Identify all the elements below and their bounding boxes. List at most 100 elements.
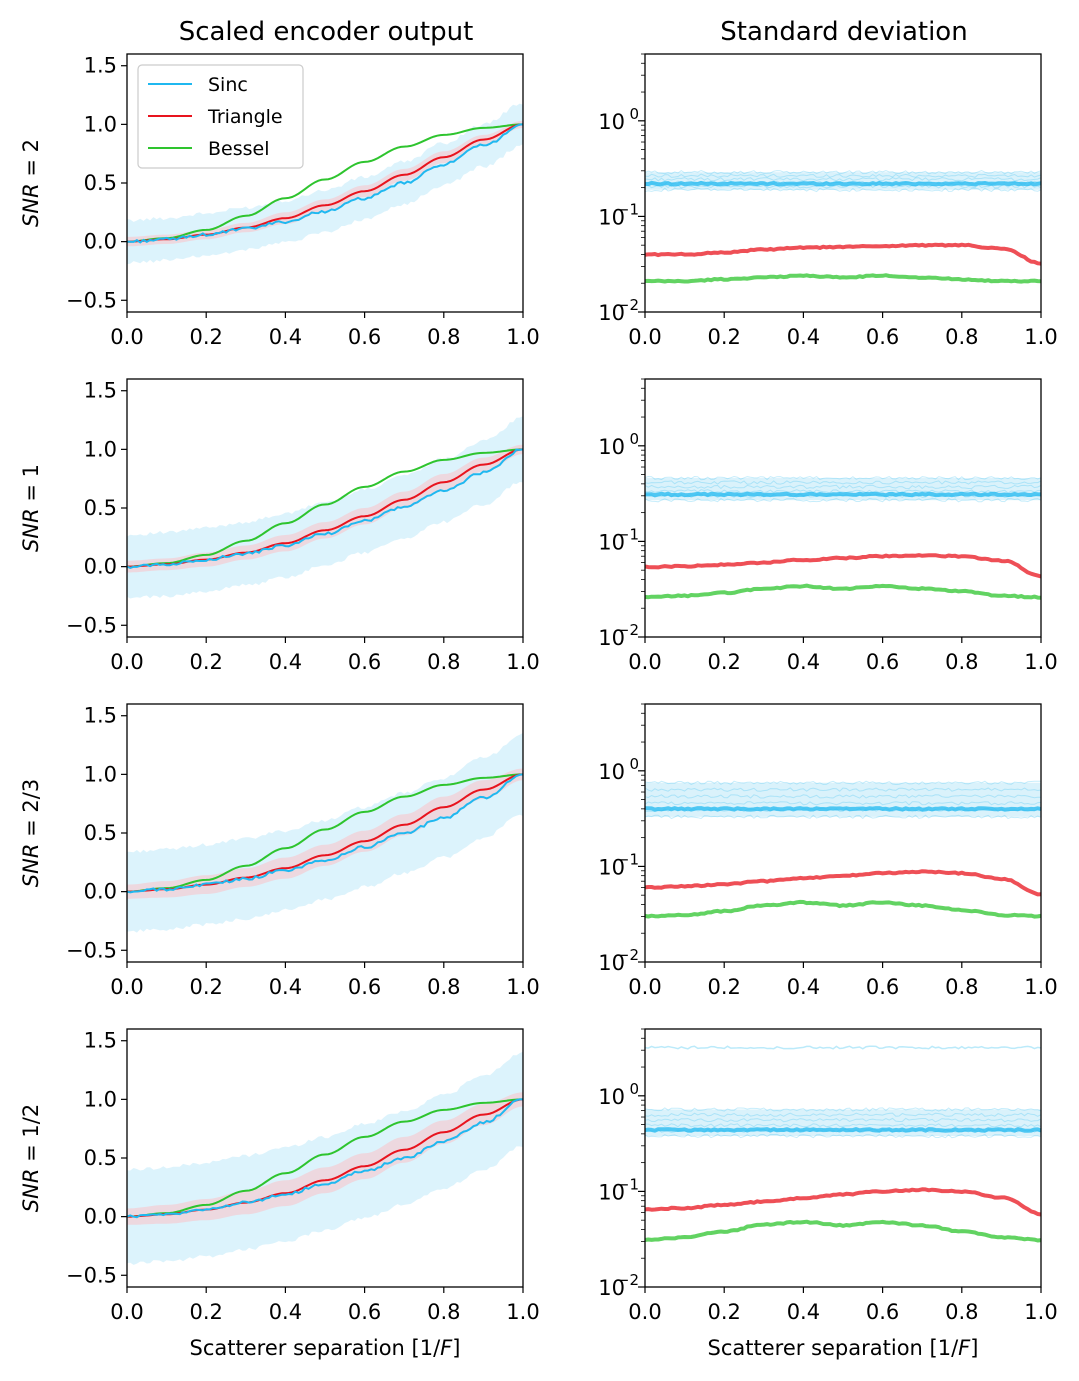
x-tick-label: 0.0 — [110, 325, 143, 349]
x-tick-label: 0.0 — [110, 1300, 143, 1324]
x-tick-label: 1.0 — [506, 975, 539, 999]
x-tick-label: 0.4 — [269, 1300, 302, 1324]
x-tick-label: 1.0 — [1024, 975, 1057, 999]
log-base: 10 — [598, 1276, 625, 1300]
bessel-std-line — [644, 1219, 1042, 1243]
triangle-std-line — [644, 1187, 1042, 1217]
sinc-std-trace — [644, 173, 1042, 178]
y-tick-label: −0.5 — [66, 613, 117, 637]
sinc-std-trace — [644, 1123, 1042, 1128]
right-panel-row-2: 10 010−110−20.0 0.2 0.4 0.6 0.8 1.0 — [598, 378, 1058, 674]
log-base: 10 — [598, 301, 625, 325]
row-1: −0.5 0.0 0.5 1.0 1.5 SNR = 2 0.0 0.2 0.4 0.6 0.8 1.… — [19, 53, 1058, 349]
triangle-std-line — [644, 242, 1042, 266]
y-tick-label: 0.5 — [84, 171, 117, 195]
left-panel-row-2: −0.5 0.0 0.5 1.0 1.5 SNR = 1 0.0 0.2 0.4 0.6 0.8 1.… — [19, 378, 540, 674]
x-tick-label: 0.4 — [269, 650, 302, 674]
log-base: 10 — [598, 1085, 625, 1109]
y-tick-label: 1.0 — [84, 112, 117, 136]
log-exponent: −1 — [617, 1175, 639, 1193]
sinc-std-trace — [644, 184, 1042, 189]
snr-label: SNR = 1 — [19, 464, 43, 552]
x-tick-label: 0.0 — [110, 650, 143, 674]
x-tick-label: 0.6 — [866, 1300, 899, 1324]
right-axes-frame — [644, 378, 1042, 638]
snr-label: SNR = 2 — [19, 139, 43, 227]
x-tick-label: 0.6 — [348, 1300, 381, 1324]
sinc-std-trace — [644, 480, 1042, 485]
y-tick-label: 1.5 — [84, 379, 117, 403]
bessel-mean-line — [127, 123, 523, 243]
sinc-std-trace — [644, 1112, 1042, 1117]
y-tick-label: 1.0 — [84, 762, 117, 786]
y-tick-label: 1.0 — [84, 437, 117, 461]
x-tick-label: 1.0 — [1024, 650, 1057, 674]
triangle-confidence-band — [127, 768, 523, 899]
y-tick-label: 0.0 — [84, 1205, 117, 1229]
snr-variable: SNR — [19, 508, 43, 552]
panels: −0.5 0.0 0.5 1.0 1.5 SNR = 2 0.0 0.2 0.4 0.6 0.8 1.… — [19, 53, 1058, 1360]
snr-value: = 1 — [19, 464, 43, 508]
right-axes-frame — [644, 1028, 1042, 1288]
x-axis-title-part: ] — [452, 1336, 460, 1360]
x-tick-label: 1.0 — [506, 1300, 539, 1324]
log-tick-label: 10 — [598, 301, 625, 325]
log-exponent: −1 — [617, 850, 639, 868]
x-tick-label: 0.2 — [707, 1300, 740, 1324]
log-exponent: −1 — [617, 200, 639, 218]
bessel-mean-line — [127, 1098, 523, 1218]
log-tick-label: 10 — [598, 110, 625, 134]
snr-variable: SNR — [19, 183, 43, 227]
sinc-std-trace — [644, 475, 1042, 481]
x-axis-title-part: F — [958, 1336, 971, 1360]
log-tick-label: 10 — [598, 1085, 625, 1109]
x-tick-label: 1.0 — [1024, 1300, 1057, 1324]
y-tick-label: 0.5 — [84, 496, 117, 520]
y-tick-label: −0.5 — [66, 288, 117, 312]
log-exponent: −2 — [617, 1271, 639, 1289]
sinc-std-trace — [644, 484, 1042, 490]
x-tick-label: 0.8 — [427, 975, 460, 999]
sinc-mean-line — [126, 448, 524, 569]
sinc-std-line — [644, 1127, 1042, 1133]
right-panel-row-1: 10 010−110−20.0 0.2 0.4 0.6 0.8 1.0 — [598, 53, 1058, 349]
log-tick-label: 10 — [598, 855, 625, 879]
x-tick-label: 0.8 — [427, 1300, 460, 1324]
x-tick-label: 0.4 — [269, 325, 302, 349]
sinc-std-trace — [644, 801, 1042, 806]
x-tick-label: 0.2 — [189, 975, 222, 999]
log-base: 10 — [598, 855, 625, 879]
y-tick-label: 1.5 — [84, 54, 117, 78]
x-axis-title-part: Scatterer separation [1/ — [708, 1336, 960, 1360]
right-x-axis-title: Scatterer separation [1/F] — [708, 1336, 979, 1360]
log-exponent: 0 — [629, 755, 639, 773]
x-tick-label: 0.4 — [787, 1300, 820, 1324]
log-tick-label: 10 — [598, 1276, 625, 1300]
log-exponent: −2 — [617, 621, 639, 639]
snr-value: = 2 — [19, 139, 43, 183]
row-2: −0.5 0.0 0.5 1.0 1.5 SNR = 1 0.0 0.2 0.4 0.6 0.8 1.… — [19, 378, 1058, 674]
bessel-std-line — [644, 899, 1042, 919]
log-base: 10 — [598, 530, 625, 554]
x-tick-label: 0.6 — [866, 650, 899, 674]
sinc-confidence-band — [127, 103, 523, 265]
log-tick-label: 10 — [598, 530, 625, 554]
x-tick-label: 0.8 — [427, 325, 460, 349]
x-tick-label: 0.2 — [707, 325, 740, 349]
x-tick-label: 0.6 — [348, 650, 381, 674]
sinc-std-trace — [644, 814, 1042, 820]
sinc-confidence-band — [127, 416, 523, 599]
right-panel-row-4: 10 010−110−20.0 0.2 0.4 0.6 0.8 1.0 — [598, 1028, 1058, 1324]
log-tick-label: 10 — [598, 435, 625, 459]
y-tick-label: 1.5 — [84, 704, 117, 728]
x-tick-label: 0.8 — [427, 650, 460, 674]
sinc-confidence-band — [127, 732, 523, 933]
sinc-std-line — [645, 806, 1042, 812]
legend: Sinc Triangle Bessel — [137, 64, 304, 169]
y-tick-label: −0.5 — [66, 1263, 117, 1287]
log-base: 10 — [598, 951, 625, 975]
sinc-std-trace — [644, 1117, 1042, 1123]
snr-label: SNR = 2/3 — [19, 779, 43, 887]
triangle-confidence-band — [127, 444, 523, 573]
